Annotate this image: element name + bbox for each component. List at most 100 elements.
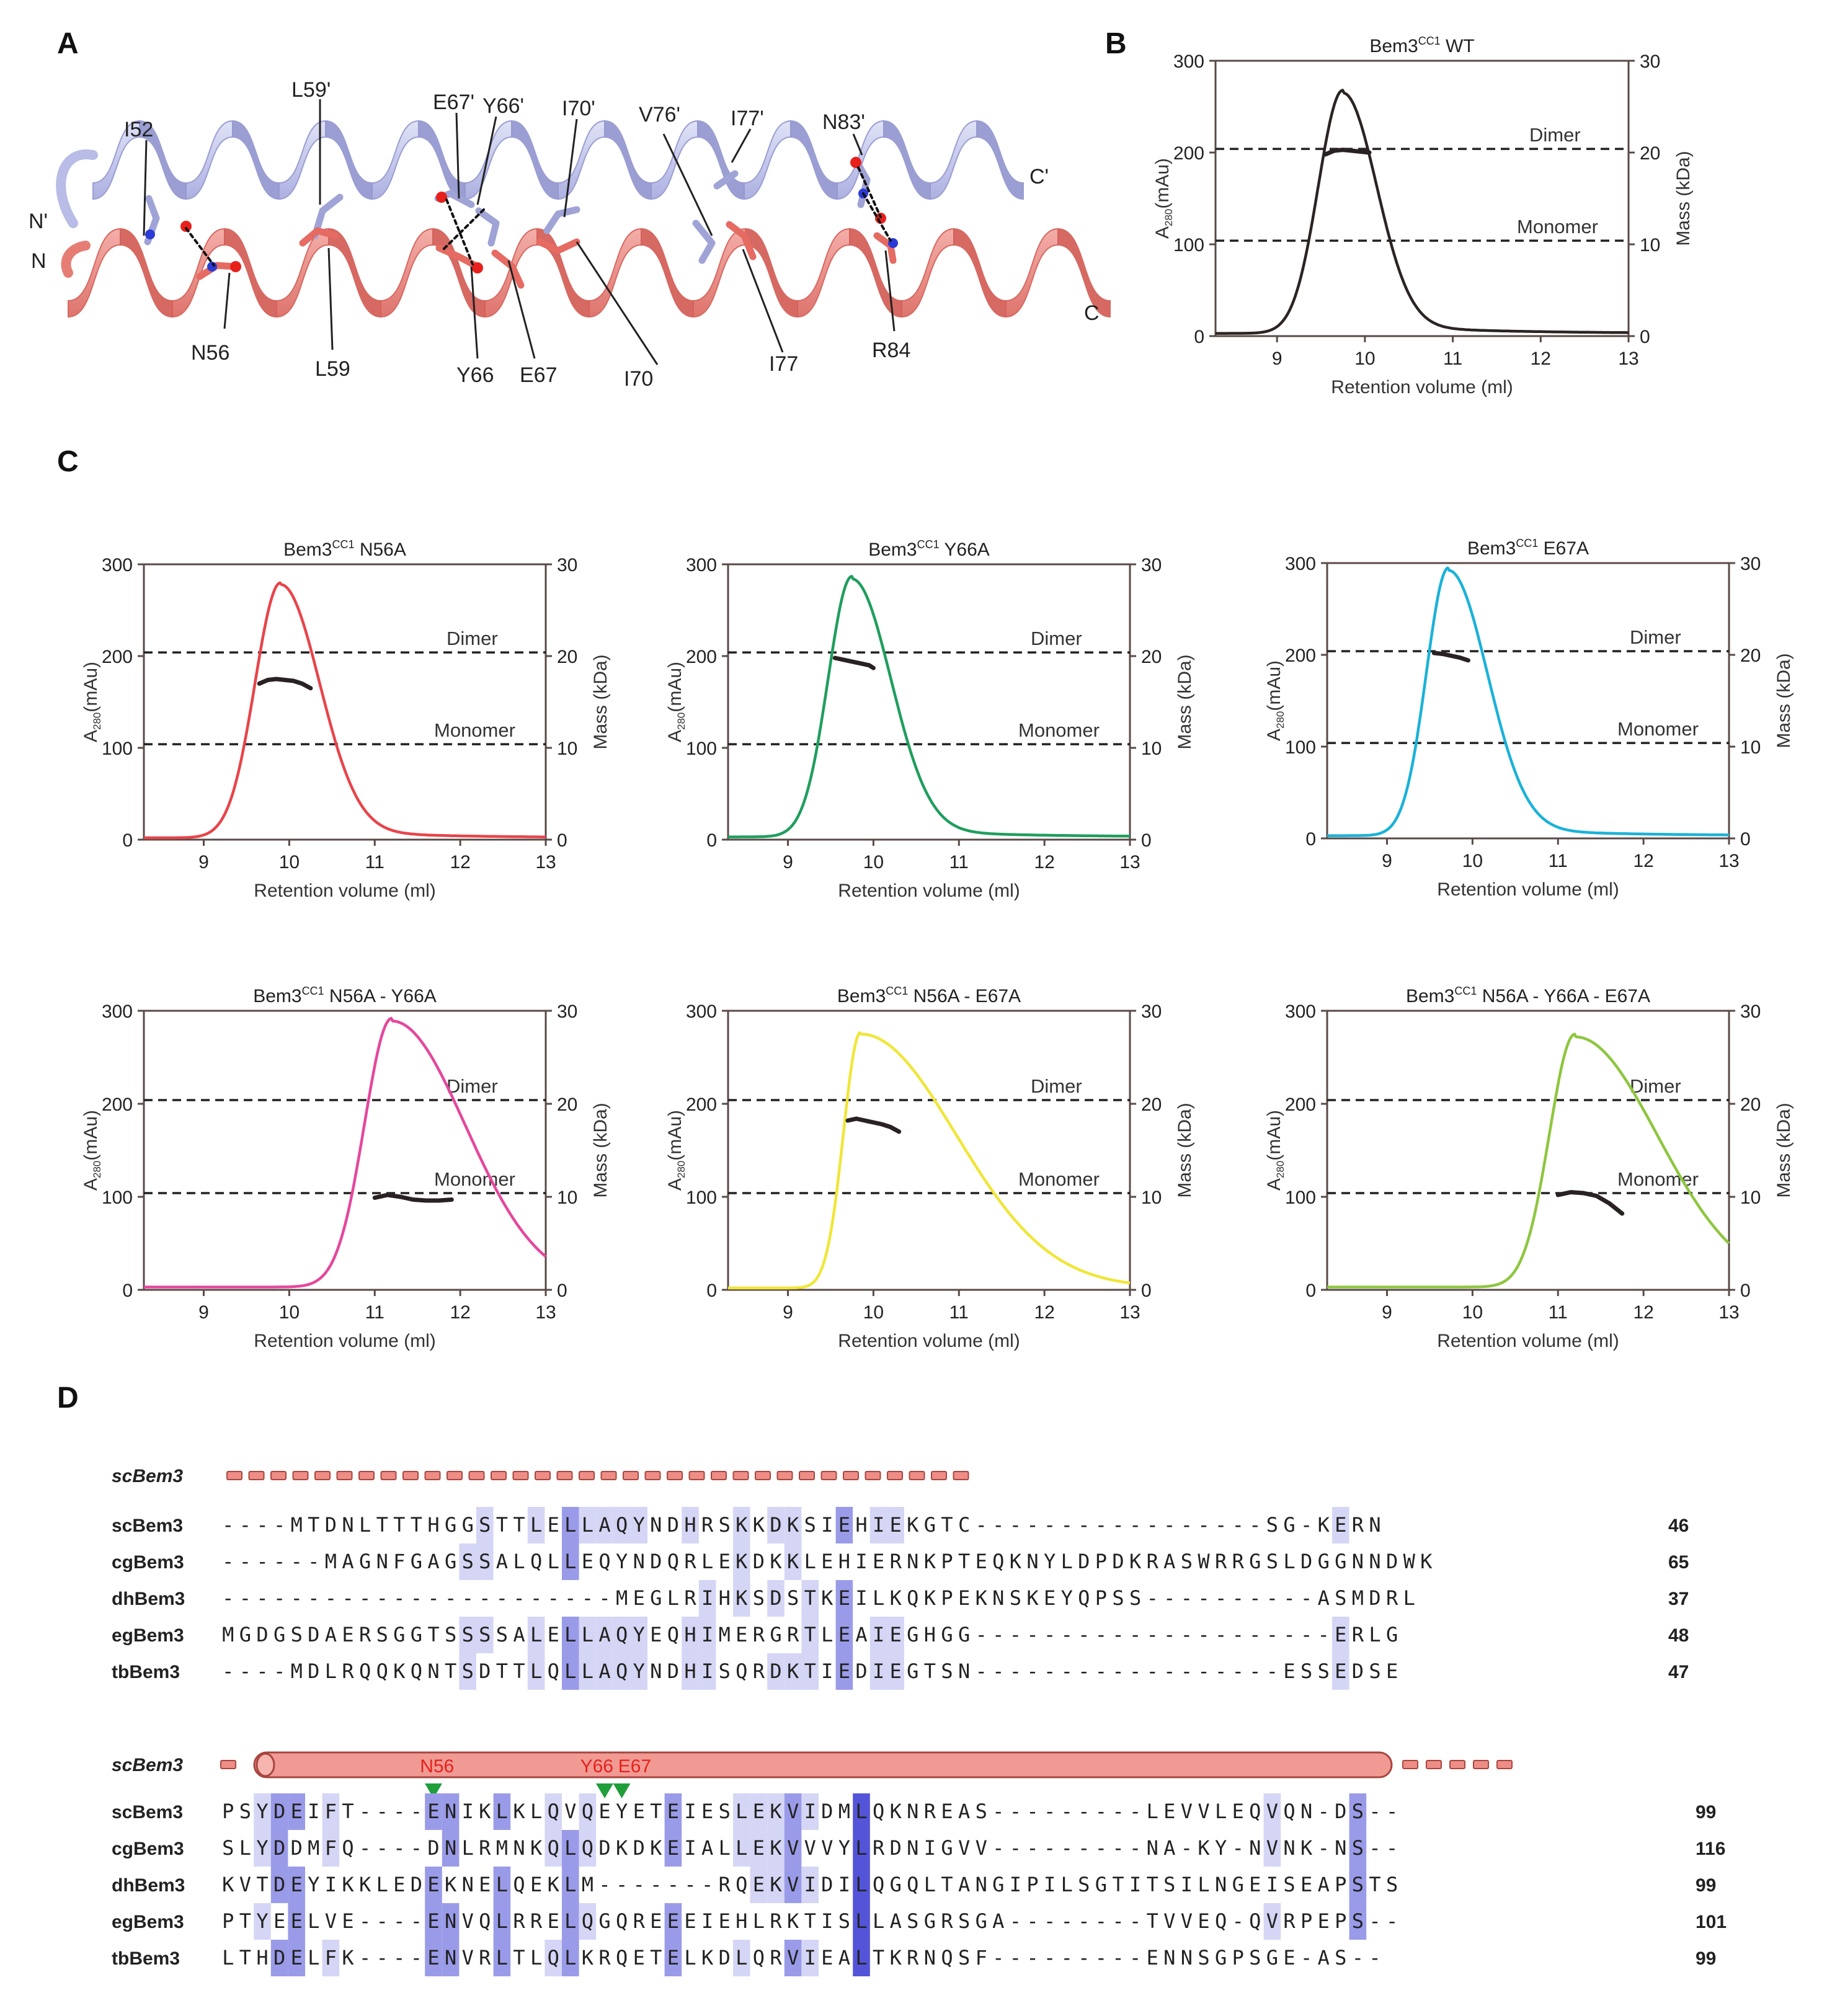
sequence-text: SLYDDMFQ----DNLRMNKQLQDKDKEIALLEKVVVYLRD… <box>222 1836 1398 1860</box>
sequence-end-number: 37 <box>1668 1589 1689 1609</box>
x-tick-label: 9 <box>1382 851 1392 871</box>
shade-cell <box>1263 1830 1281 1867</box>
residue-label-i77: I77 <box>769 352 798 376</box>
molar-mass-trace <box>832 655 876 670</box>
coil-dash <box>953 1471 969 1480</box>
shade-cell <box>869 1617 887 1653</box>
shade-cell <box>613 1617 631 1653</box>
x-tick-label: 13 <box>1618 349 1638 369</box>
shade-cell <box>562 1543 579 1580</box>
residue-label-y66-prime: Y66' <box>482 94 524 118</box>
y2-tick-label: 0 <box>557 1281 567 1301</box>
coil-dash <box>226 1471 242 1480</box>
coil-dash <box>402 1471 419 1480</box>
terminus-n: N <box>31 249 47 273</box>
x-tick-label: 12 <box>1633 1302 1653 1323</box>
y2-tick-label: 20 <box>1141 647 1162 667</box>
shade-cell <box>835 1653 853 1690</box>
sequence-text: MGDGSDAERSGGTSSSSALELLAQYEQHIMERGRTLEAIE… <box>222 1623 1398 1646</box>
residue-label-n83-prime: N83' <box>822 110 865 134</box>
molar-mass-trace <box>372 1192 454 1203</box>
y2-tick-label: 30 <box>1141 555 1162 575</box>
y-tick-label: 200 <box>102 1095 133 1115</box>
y2-tick-label: 30 <box>1740 1001 1761 1022</box>
shade-cell <box>801 1793 819 1830</box>
helix-segment <box>328 228 381 318</box>
y-tick-label: 200 <box>1173 143 1204 164</box>
helix-segment <box>930 120 977 200</box>
sequence-end-number: 99 <box>1696 1802 1716 1823</box>
helix-segment <box>1057 228 1111 318</box>
coil-dash <box>600 1471 617 1480</box>
helix-segment <box>651 120 698 200</box>
x-tick-label: 13 <box>535 1302 556 1323</box>
shade-cell <box>682 1617 699 1653</box>
y-tick-label: 100 <box>1285 1188 1316 1208</box>
shade-cell <box>784 1793 802 1830</box>
shade-cell <box>459 1617 476 1653</box>
reference-label-monomer: Monomer <box>434 1168 515 1190</box>
reference-label-dimer: Dimer <box>1630 626 1681 648</box>
x-tick-label: 12 <box>1633 851 1653 871</box>
chart-title: Bem3CC1 N56A - Y66A <box>253 985 437 1006</box>
mutation-label-n56: N56 <box>420 1756 454 1777</box>
y-axis-label: A280(mAu) <box>1264 1110 1286 1191</box>
coil-dash <box>579 1471 595 1480</box>
coiled-coil-structure: I52 L59' E67' Y66' I70' V76' I77' N83' N… <box>29 78 1111 391</box>
y2-axis-label: Mass (kDa) <box>1175 1103 1195 1197</box>
helix-segment <box>901 228 954 318</box>
x-axis-label: Retention volume (ml) <box>838 1331 1020 1351</box>
shade-cell <box>801 1580 819 1617</box>
shade-cell <box>630 1507 647 1543</box>
uv-absorbance-trace <box>728 575 1130 838</box>
shade-cell <box>493 1867 511 1903</box>
coil-dash <box>292 1471 309 1480</box>
x-tick-label: 10 <box>279 852 300 873</box>
coil-dash <box>314 1471 331 1480</box>
x-tick-label: 9 <box>198 1302 209 1323</box>
shade-cell <box>579 1653 597 1690</box>
shade-cell <box>562 1830 579 1867</box>
coil-dash <box>1496 1760 1513 1769</box>
coil-dash <box>491 1471 507 1480</box>
y2-tick-label: 30 <box>557 555 577 575</box>
plot-frame <box>1214 60 1630 337</box>
y2-axis-label: Mass (kDa) <box>1774 1103 1794 1197</box>
coil-dash <box>380 1471 397 1480</box>
x-axis-label: Retention volume (ml) <box>254 881 435 901</box>
sequence-end-number: 101 <box>1696 1912 1727 1932</box>
shade-cell <box>270 1793 288 1830</box>
x-tick-label: 13 <box>1119 852 1140 873</box>
shade-cell <box>853 1867 870 1903</box>
coil-dash <box>468 1471 485 1480</box>
shade-cell <box>476 1507 494 1543</box>
shade-cell <box>596 1617 613 1653</box>
shade-cell <box>545 1830 562 1867</box>
helix-segment <box>604 120 652 200</box>
sequence-name: cgBem3 <box>112 1552 184 1573</box>
shade-cell <box>288 1903 305 1940</box>
shade-cell <box>613 1653 631 1690</box>
y-axis-label: A280(mAu) <box>1264 660 1286 741</box>
helix-segment <box>1005 228 1059 318</box>
uv-absorbance-trace <box>144 581 546 840</box>
x-tick-label: 9 <box>1382 1302 1392 1323</box>
reference-label-dimer: Dimer <box>1529 124 1581 146</box>
helix-segment <box>224 228 277 318</box>
coil-dash <box>843 1471 859 1480</box>
x-tick-label: 12 <box>1034 1302 1054 1323</box>
uv-absorbance-trace <box>728 1031 1131 1290</box>
shade-cell <box>733 1543 750 1580</box>
shade-cell <box>733 1793 750 1830</box>
coil-dash <box>270 1471 287 1480</box>
reference-label-dimer: Dimer <box>1031 628 1082 649</box>
helix-segment <box>278 120 326 200</box>
y2-tick-label: 0 <box>1740 829 1751 850</box>
shade-cell <box>784 1543 802 1580</box>
shade-cell <box>476 1617 494 1653</box>
y2-tick-label: 20 <box>1141 1095 1162 1115</box>
x-tick-label: 9 <box>198 852 209 873</box>
shade-cell <box>562 1867 579 1903</box>
sequence-row-scbem3: scBem3 ----MTDNLTTTHGGSTTLELLAQYNDHRSKKDK… <box>112 1513 1689 1537</box>
x-tick-label: 11 <box>949 1302 969 1323</box>
